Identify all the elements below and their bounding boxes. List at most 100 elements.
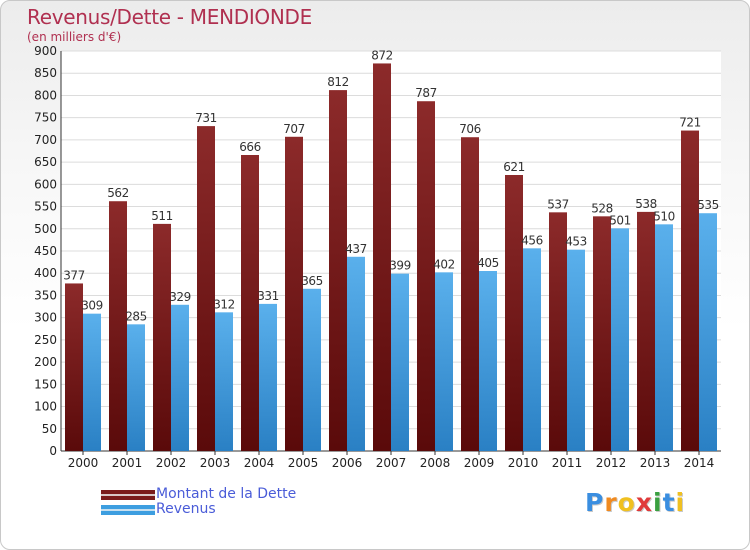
bar-debt	[637, 211, 655, 451]
logo-letter: t	[662, 488, 676, 517]
data-label-revenue: 405	[477, 256, 498, 270]
y-tick-label: 300	[34, 311, 57, 325]
bar-debt	[373, 63, 391, 451]
data-label-revenue: 331	[257, 289, 278, 303]
bar-revenue	[215, 312, 233, 451]
data-label-revenue: 510	[653, 209, 674, 223]
bar-revenue	[567, 249, 585, 451]
y-tick-label: 400	[34, 266, 57, 280]
y-tick-label: 50	[42, 422, 57, 436]
data-label-debt: 787	[415, 86, 436, 100]
data-label-revenue: 535	[697, 198, 718, 212]
bar-debt	[65, 283, 83, 451]
x-tick-label: 2001	[112, 456, 143, 470]
bar-debt	[505, 175, 523, 451]
legend-label-revenue: Revenus	[156, 501, 216, 517]
y-tick-label: 650	[34, 155, 57, 169]
data-label-revenue: 456	[521, 233, 542, 247]
bar-revenue	[611, 228, 629, 451]
logo-letter: o	[617, 488, 636, 517]
bar-revenue	[699, 213, 717, 451]
legend-swatch-revenue	[101, 505, 155, 515]
data-label-revenue: 309	[81, 299, 102, 313]
x-tick-label: 2004	[244, 456, 275, 470]
logo-letter: x	[635, 488, 653, 517]
bar-revenue	[479, 271, 497, 451]
y-tick-label: 850	[34, 66, 57, 80]
bar-revenue	[435, 272, 453, 451]
legend-label-debt: Montant de la Dette	[156, 486, 297, 502]
chart-subtitle: (en milliers d'€)	[27, 30, 122, 44]
data-label-revenue: 453	[565, 235, 586, 249]
bar-debt	[681, 130, 699, 452]
y-tick-label: 450	[34, 244, 57, 258]
axes: 0 50 100 150 200 250 300 350 400 450 500 550 600 650 7…	[34, 44, 721, 470]
bar-revenue	[347, 256, 365, 451]
bar-debt	[241, 155, 259, 451]
bar-revenue	[259, 303, 277, 451]
bar-debt	[285, 136, 303, 451]
data-label-debt: 528	[591, 201, 612, 215]
y-tick-label: 750	[34, 111, 57, 125]
bars	[65, 63, 717, 452]
x-tick-label: 2003	[200, 456, 231, 470]
x-tick-label: 2011	[552, 456, 583, 470]
bar-debt	[153, 223, 171, 451]
data-label-debt: 537	[547, 197, 568, 211]
data-label-revenue: 329	[169, 290, 190, 304]
x-tick-label: 2014	[684, 456, 715, 470]
data-label-debt: 377	[63, 268, 84, 282]
x-tick-label: 2002	[156, 456, 187, 470]
bar-debt	[329, 90, 347, 451]
data-label-debt: 621	[503, 160, 524, 174]
data-label-debt: 666	[239, 140, 260, 154]
bar-debt	[549, 212, 567, 451]
y-tick-label: 250	[34, 333, 57, 347]
data-label-debt: 706	[459, 122, 480, 136]
legend-swatch-debt	[101, 490, 155, 500]
x-tick-label: 2005	[288, 456, 319, 470]
data-label-debt: 707	[283, 122, 304, 136]
x-tick-label: 2010	[508, 456, 539, 470]
data-label-revenue: 285	[125, 309, 146, 323]
x-tick-label: 2013	[640, 456, 671, 470]
logo-letter: P	[585, 488, 605, 517]
bar-revenue	[303, 288, 321, 451]
y-tick-label: 0	[49, 444, 57, 458]
x-tick-label: 2006	[332, 456, 363, 470]
bar-revenue	[171, 304, 189, 451]
y-tick-label: 700	[34, 133, 57, 147]
bar-debt	[461, 137, 479, 451]
data-label-debt: 538	[635, 197, 656, 211]
logo-letter: i	[653, 488, 663, 517]
x-tick-label: 2000	[68, 456, 99, 470]
y-tick-label: 550	[34, 200, 57, 214]
bar-revenue	[391, 273, 409, 451]
logo-letter: i	[675, 488, 686, 517]
data-label-revenue: 437	[345, 242, 366, 256]
data-label-revenue: 402	[433, 257, 454, 271]
data-label-debt: 812	[327, 75, 348, 89]
bar-revenue	[127, 324, 145, 451]
x-tick-label: 2007	[376, 456, 407, 470]
x-tick-label: 2008	[420, 456, 451, 470]
y-tick-label: 900	[34, 44, 57, 58]
bar-debt	[109, 201, 127, 451]
data-label-revenue: 399	[389, 259, 410, 273]
logo-letter: r	[604, 488, 618, 517]
bar-revenue	[523, 248, 541, 451]
proxiti-logo: Proxiti	[585, 488, 685, 517]
data-label-revenue: 312	[213, 297, 234, 311]
bar-debt	[197, 126, 215, 451]
data-label-debt: 511	[151, 209, 172, 223]
data-label-revenue: 365	[301, 274, 322, 288]
chart-title: Revenus/Dette - MENDIONDE	[27, 5, 312, 29]
x-tick-label: 2012	[596, 456, 627, 470]
data-label-debt: 872	[371, 48, 392, 62]
bar-debt	[417, 101, 435, 451]
y-tick-label: 350	[34, 288, 57, 302]
y-tick-label: 200	[34, 355, 57, 369]
y-tick-label: 500	[34, 222, 57, 236]
